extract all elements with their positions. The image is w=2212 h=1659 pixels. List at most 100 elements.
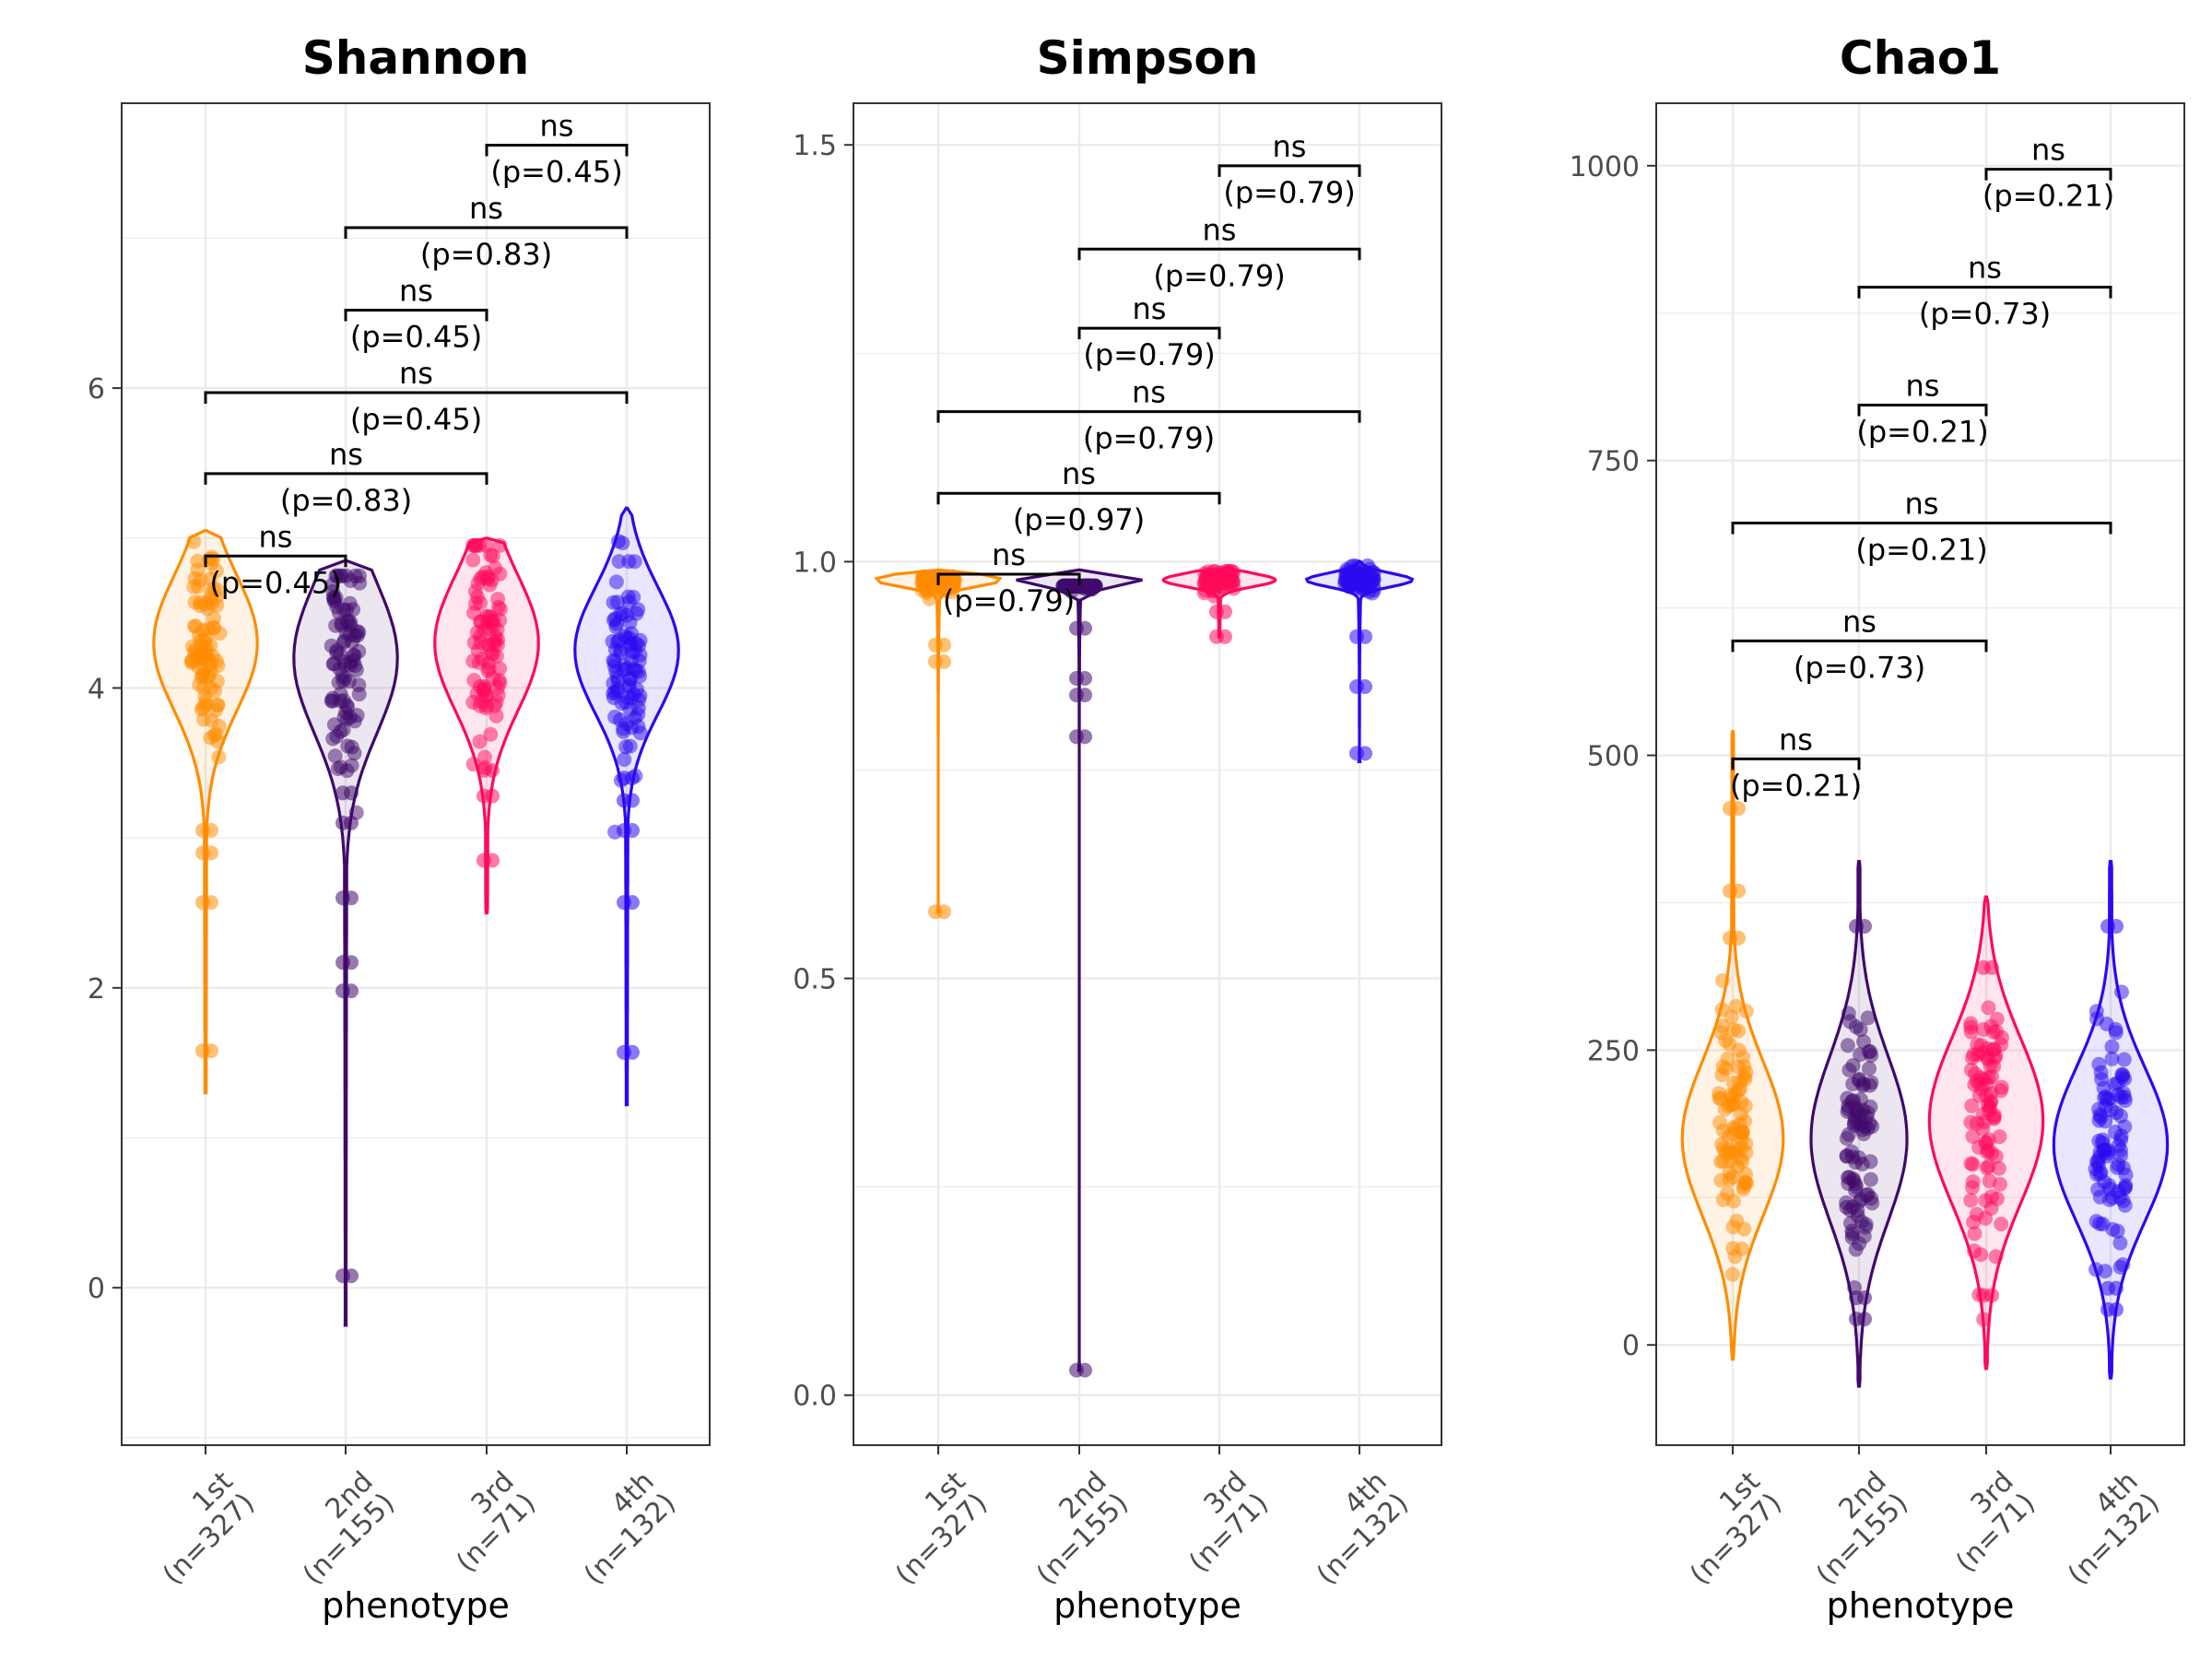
- data-point: [210, 734, 226, 749]
- data-point: [936, 653, 951, 669]
- data-point: [488, 708, 504, 724]
- x-tick-label: 1st(n=327): [135, 1465, 262, 1592]
- data-point: [201, 668, 217, 684]
- data-point: [946, 579, 961, 594]
- data-point: [186, 534, 202, 549]
- data-point: [1976, 1312, 1992, 1327]
- data-point: [632, 647, 648, 663]
- violin-3: [2052, 860, 2170, 1380]
- data-point: [1736, 1221, 1752, 1237]
- data-point: [2113, 1128, 2129, 1144]
- data-point: [1839, 1148, 1854, 1164]
- data-point: [1963, 1156, 1979, 1171]
- data-point: [340, 738, 356, 754]
- data-point: [2089, 1167, 2105, 1182]
- data-point: [204, 823, 218, 838]
- data-point: [327, 748, 343, 764]
- data-point: [465, 695, 481, 710]
- data-point: [1863, 1044, 1878, 1059]
- y-tick-label: 0: [88, 1273, 105, 1305]
- data-point: [351, 677, 367, 693]
- bracket-line: [1857, 286, 2112, 299]
- bracket-line: [1077, 247, 1361, 261]
- data-point: [1862, 1061, 1877, 1077]
- data-point: [334, 759, 348, 775]
- data-point: [2108, 1021, 2124, 1037]
- data-point: [197, 689, 213, 705]
- data-point: [1077, 688, 1092, 703]
- data-point: [344, 785, 359, 801]
- panel-border: [121, 102, 711, 1446]
- data-point: [1218, 566, 1234, 582]
- data-point: [483, 726, 499, 742]
- data-point: [936, 637, 951, 653]
- data-point: [606, 594, 621, 610]
- significance-label: ns: [1906, 369, 1940, 404]
- data-point: [2114, 984, 2129, 1000]
- data-point: [206, 619, 221, 635]
- x-tick-label: 3rd(n=71): [429, 1465, 542, 1579]
- panel-title: Shannon: [302, 31, 529, 85]
- p-value-label: (p=0.45): [350, 402, 482, 437]
- data-point: [1724, 1266, 1740, 1282]
- data-point: [2100, 1142, 2116, 1158]
- x-tick-label: 4th(n=132): [557, 1465, 682, 1591]
- data-point: [630, 719, 646, 735]
- data-point: [1982, 1100, 1997, 1115]
- data-point: [1839, 1131, 1854, 1147]
- data-point: [1845, 1058, 1861, 1073]
- data-point: [205, 595, 220, 611]
- data-point: [629, 636, 644, 652]
- y-tick-label: 2: [88, 973, 105, 1006]
- data-point: [1361, 575, 1377, 591]
- data-point: [2117, 1089, 2133, 1105]
- p-value-label: (p=0.83): [420, 237, 552, 272]
- data-point: [1846, 1118, 1862, 1134]
- significance-label: ns: [1273, 129, 1307, 164]
- data-point: [466, 635, 482, 651]
- y-tick-label: 1.5: [793, 130, 837, 162]
- significance-label: ns: [1779, 722, 1813, 757]
- data-point: [1350, 565, 1366, 581]
- data-point: [1738, 1145, 1754, 1160]
- significance-label: ns: [1968, 251, 2002, 286]
- panel-chao1: ns (p=0.21) ns (p=0.73) ns (p=0.21) ns (p=0.21)…: [1570, 31, 2185, 1626]
- comparison-bracket: ns (p=0.73): [1731, 604, 1988, 685]
- data-point: [1731, 1023, 1747, 1039]
- data-point: [490, 680, 505, 696]
- significance-label: ns: [1132, 375, 1166, 410]
- data-point: [1218, 629, 1232, 644]
- p-value-label: (p=0.79): [1083, 337, 1215, 372]
- data-point: [343, 618, 359, 633]
- data-point: [209, 653, 224, 669]
- data-point: [1860, 1010, 1876, 1026]
- bracket-line: [485, 144, 629, 157]
- data-point: [1715, 973, 1731, 988]
- data-point: [328, 618, 344, 633]
- comparison-bracket: ns (p=0.45): [204, 356, 629, 437]
- p-value-label: (p=0.79): [1223, 175, 1355, 210]
- data-point: [2100, 1091, 2115, 1107]
- data-point: [1731, 801, 1746, 817]
- data-point: [191, 628, 206, 643]
- bracket-line: [1984, 168, 2112, 181]
- data-point: [2090, 1182, 2106, 1197]
- comparison-bracket: ns (p=0.21): [1731, 486, 2112, 567]
- data-point: [1358, 679, 1372, 694]
- violin-0: [874, 568, 1003, 920]
- data-point: [2091, 1112, 2107, 1128]
- comparison-bracket: ns (p=0.21): [1730, 722, 1862, 803]
- data-point: [1848, 1100, 1864, 1115]
- data-point: [344, 1268, 359, 1284]
- data-point: [492, 661, 508, 677]
- y-tick-label: 1000: [1570, 151, 1640, 183]
- data-point: [204, 1043, 218, 1059]
- data-point: [1994, 1079, 2009, 1095]
- violin-2: [1927, 895, 2045, 1371]
- data-point: [2094, 1072, 2110, 1087]
- data-point: [607, 709, 623, 724]
- comparison-bracket: ns (p=0.79): [936, 537, 1081, 618]
- data-point: [1725, 1170, 1740, 1184]
- data-point: [625, 1044, 640, 1060]
- data-point: [1845, 1171, 1861, 1187]
